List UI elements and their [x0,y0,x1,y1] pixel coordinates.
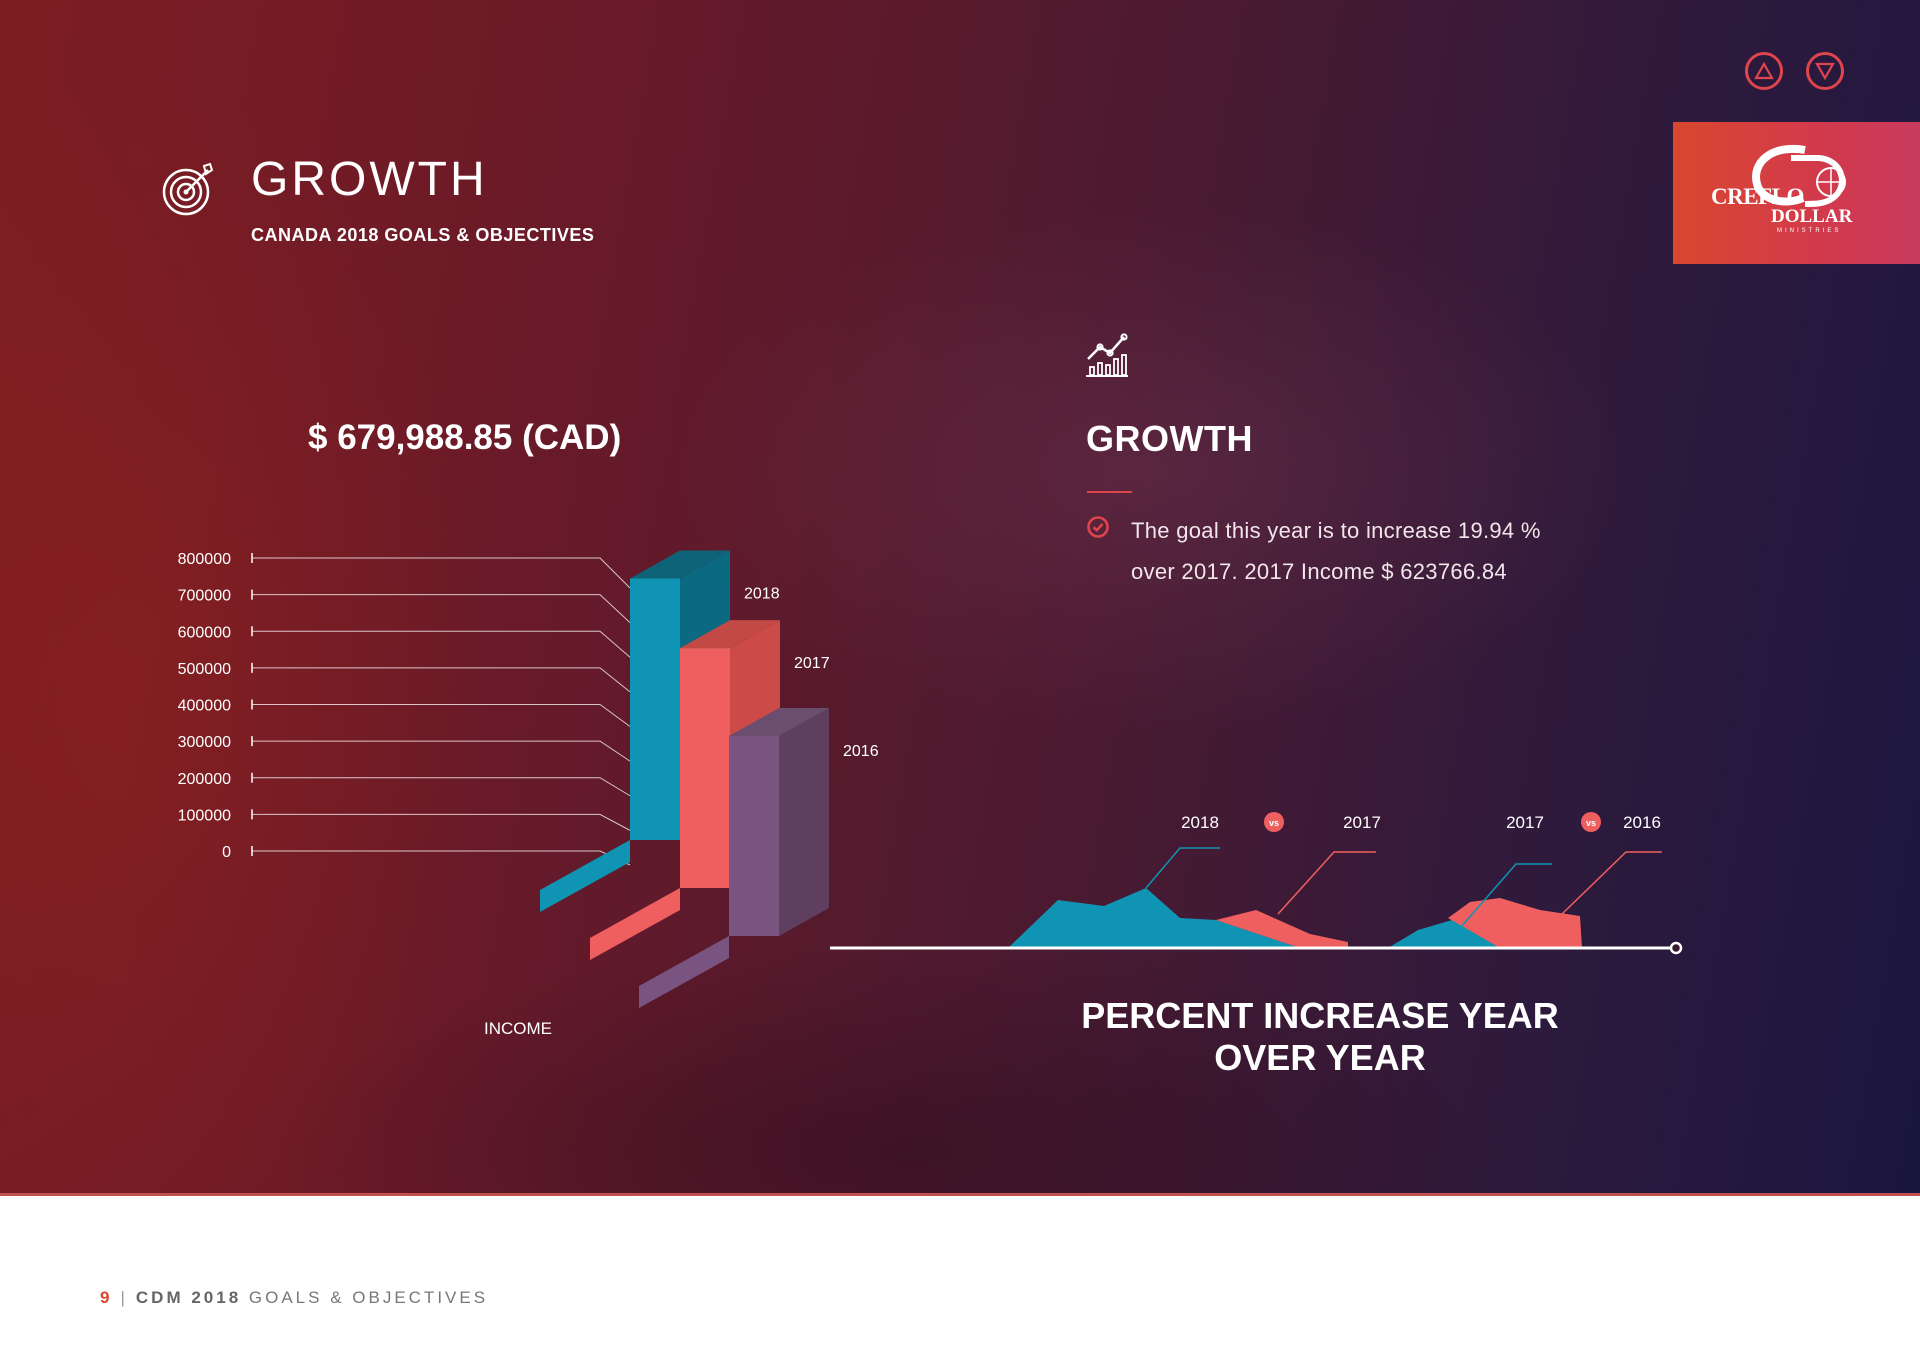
y-grid-leader [252,557,631,589]
nav-up-button[interactable] [1745,52,1783,90]
income-total: $ 679,988.85 (CAD) [308,418,622,457]
footer-brand: CDM 2018 [135,1288,242,1307]
leader-2016 [1561,851,1662,915]
bar-top [630,550,730,579]
y-grid-leader [252,813,631,831]
y-tick-label: 400000 [178,698,231,715]
target-icon [162,162,214,216]
area-2016 [1448,898,1582,948]
y-grid-leader [252,777,631,797]
growth-chart-icon [1086,333,1128,377]
page-number: 9 [100,1288,113,1307]
y-tick-label: 500000 [178,661,231,678]
bar-top [680,620,780,649]
bar-base-top [540,826,655,890]
nav-down-button[interactable] [1806,52,1844,90]
area-2017-left [1216,910,1348,948]
growth-heading: GROWTH [1086,418,1253,459]
logo-text-line1: CREFLO [1711,184,1804,209]
area-2018 [1008,888,1300,948]
bar-category-label: 2017 [794,655,830,672]
y-tick-label: 200000 [178,771,231,788]
growth-divider [1087,491,1132,493]
logo-text-line2: DOLLAR [1771,206,1853,227]
logo-mark-icon [1752,144,1846,207]
bar-top [729,708,829,737]
pair1-left-label: 2018 [1181,813,1219,832]
y-grid-leader [252,740,631,762]
bar-category-label: 2018 [744,586,780,603]
bar-base-front [639,936,729,1008]
leader-2017b [1459,863,1552,929]
y-tick-label: 300000 [178,734,231,751]
area-2017-right [1388,920,1500,948]
vs-badge-2-text: vs [1586,818,1596,828]
logo-text-line3: MINISTRIES [1777,228,1842,234]
triangle-down-icon [1815,62,1835,80]
bars-group: 2018 2017 2016 [540,550,879,1008]
goal-text: The goal this year is to increase 19.94 … [1131,518,1541,584]
bar-front [630,578,680,840]
y-grid-leader [252,667,631,693]
y-grid-leader [252,630,631,658]
y-tick-label: 100000 [178,807,231,824]
check-circle-icon [1087,516,1109,538]
bar-category-label: 2016 [843,743,879,760]
page-title: GROWTH [251,153,488,206]
bar-base-front [590,888,680,960]
percent-increase-title: PERCENT INCREASE YEAR OVER YEAR [1081,995,1559,1078]
pair2-left-label: 2017 [1506,813,1544,832]
bar-front [729,736,779,936]
y-axis: 800000 700000 600000 500000 400000 300000 2000… [178,551,631,866]
vs-badge-2 [1581,812,1601,832]
axis-endpoint [1669,941,1683,955]
leader-2017 [1277,851,1376,915]
page-subtitle: CANADA 2018 GOALS & OBJECTIVES [251,225,595,245]
percent-area-chart: 2018 vs 2017 2017 vs 2016 [1008,812,1683,955]
vs-badge-1-text: vs [1269,818,1279,828]
leader-2018 [1145,847,1220,889]
y-tick-label: 600000 [178,624,231,641]
pair1-right-label: 2017 [1343,813,1381,832]
footer-rest: GOALS & OBJECTIVES [248,1288,489,1307]
bar-base-top [590,874,705,938]
income-bar-chart: 800000 700000 600000 500000 400000 300000 2000… [178,550,879,1038]
y-tick-label: 800000 [178,551,231,568]
ministry-logo: CREFLO DOLLAR MINISTRIES [1673,122,1920,264]
triangle-up-icon [1754,62,1774,80]
y-grid-leader [252,594,631,623]
hero-background: CREFLO DOLLAR MINISTRIES GROWTH CANADA 2… [0,0,1920,1196]
bar-side [779,708,829,936]
bar-front [680,648,730,888]
y-grid-leader [252,704,631,727]
pair2-right-label: 2016 [1623,813,1661,832]
footer: 9 | CDM 2018 GOALS & OBJECTIVES [100,1288,489,1307]
x-axis-label: INCOME [484,1019,552,1038]
y-tick-label: 0 [222,844,231,861]
bar-base-front [540,840,630,912]
y-tick-label: 700000 [178,588,231,605]
vs-badge-1 [1264,812,1284,832]
bar-base-top [639,922,754,986]
